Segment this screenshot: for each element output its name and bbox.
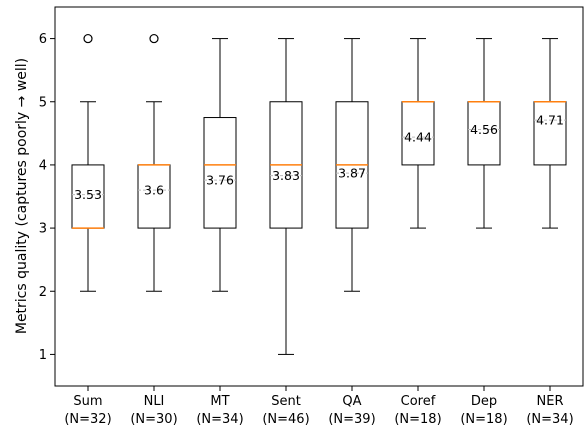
x-tick-sublabel: (N=34) <box>526 412 573 427</box>
mean-label: 3.83 <box>272 168 300 183</box>
mean-label: 3.6 <box>144 183 164 198</box>
x-tick-sublabel: (N=32) <box>64 412 111 427</box>
mean-label: 4.44 <box>404 130 432 145</box>
x-tick-sublabel: (N=18) <box>460 412 507 427</box>
x-tick-sublabel: (N=34) <box>196 412 243 427</box>
box-nli: 3.6 <box>137 33 171 292</box>
x-axis: Sum (N=32) NLI (N=30) MT (N=34) Sent (N=46) QA (N… <box>64 386 574 427</box>
y-tick-label: 3 <box>39 222 47 237</box>
iqr-box <box>203 117 237 229</box>
x-tick-label: NLI <box>144 394 165 409</box>
y-tick-label: 6 <box>39 32 47 47</box>
y-tick-label: 4 <box>39 158 47 173</box>
x-tick-label: QA <box>342 394 361 409</box>
box-mt: 3.76 <box>203 38 237 292</box>
x-tick-label: Dep <box>471 394 497 409</box>
box-coref: 4.44 <box>401 38 435 229</box>
y-axis-label: Metrics quality (captures poorly → well) <box>14 58 30 334</box>
box-qa: 3.87 <box>335 38 369 292</box>
y-tick-label: 2 <box>39 285 47 300</box>
x-tick-label: Sum <box>73 394 102 409</box>
mean-label: 3.76 <box>206 173 234 188</box>
boxes-layer: 3.53 3.6 3.76 3.83 3.87 4.44 4.56 4.71 <box>71 33 567 355</box>
box-ner: 4.71 <box>533 38 567 229</box>
x-tick-label: Coref <box>401 394 436 409</box>
x-tick-sublabel: (N=18) <box>394 412 441 427</box>
x-tick-label: NER <box>537 394 564 409</box>
plot-area <box>54 6 584 387</box>
x-tick-label: MT <box>210 394 229 409</box>
mean-label: 3.87 <box>338 166 366 181</box>
x-tick-sublabel: (N=39) <box>328 412 375 427</box>
x-tick-label: Sent <box>271 394 301 409</box>
box-dep: 4.56 <box>467 38 501 229</box>
outlier-point <box>149 33 159 44</box>
y-tick-label: 5 <box>39 95 47 110</box>
outlier-point <box>83 33 93 44</box>
mean-label: 3.53 <box>74 187 102 202</box>
y-tick-label: 1 <box>39 348 47 363</box>
mean-label: 4.71 <box>536 113 564 128</box>
y-axis: 1 2 3 4 5 6 <box>39 32 55 363</box>
x-tick-sublabel: (N=46) <box>262 412 309 427</box>
x-tick-sublabel: (N=30) <box>130 412 177 427</box>
box-sum: 3.53 <box>71 33 105 292</box>
box-sent: 3.83 <box>269 38 303 355</box>
mean-label: 4.56 <box>470 122 498 137</box>
